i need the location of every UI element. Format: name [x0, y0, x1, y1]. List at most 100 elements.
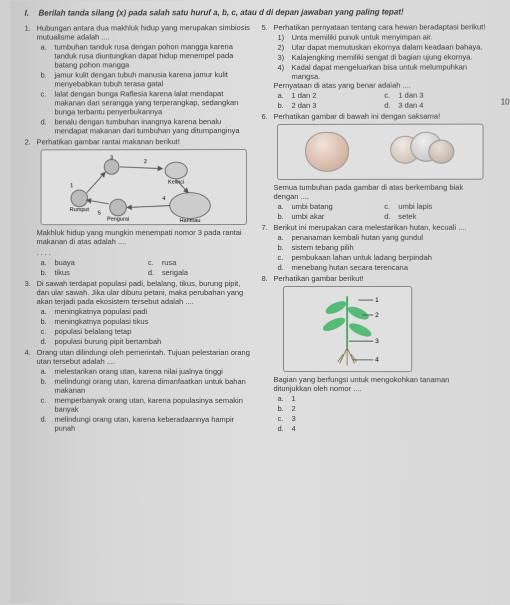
q4-text: Orang utan dilindungi oleh pemerintah. T… [37, 348, 250, 366]
fig-num: 3 [110, 155, 113, 161]
opt-letter: c. [277, 414, 291, 423]
columns: 1. Hubungan antara dua makhluk hidup yan… [25, 22, 503, 435]
q7-number: 7. [261, 223, 273, 272]
q1-opt-d: benalu dengan tumbuhan inangnya karena b… [54, 117, 251, 135]
q5-number: 5. [261, 23, 273, 110]
item-num: 3) [277, 53, 291, 62]
question-6: 6. Perhatikan gambar di bawah ini dengan… [261, 112, 487, 221]
q2-number: 2. [25, 137, 37, 277]
q6-opt-c: umbi lapis [398, 202, 432, 211]
q5-opt-c: 1 dan 3 [398, 91, 423, 100]
fig-label: Harimau [180, 218, 201, 224]
q6-after: Semua tumbuhan pada gambar di atas berke… [273, 183, 463, 201]
fig-label: Rumput [70, 207, 90, 213]
onion-icon [305, 132, 349, 172]
fig-num: 1 [70, 183, 73, 189]
opt-letter: b. [41, 71, 55, 89]
q5-opt-b: 2 dan 3 [291, 101, 316, 110]
q3-opt-b: meningkatnya populasi tikus [54, 317, 251, 326]
q4-number: 4. [25, 348, 37, 433]
item-num: 1) [277, 33, 291, 42]
q1-opt-a: tumbuhan tanduk rusa dengan pohon mangga… [54, 42, 251, 69]
q4-opt-b: melindungi orang utan, karena dimanfaatk… [54, 377, 251, 395]
right-column: 5. Perhatikan pernyataan tentang cara he… [257, 22, 487, 435]
opt-letter: b. [41, 317, 55, 326]
opt-letter: d. [277, 263, 291, 272]
q8-number: 8. [261, 274, 273, 433]
ellipsis: .... [37, 248, 53, 257]
opt-letter: d. [384, 101, 398, 110]
opt-letter: a. [41, 43, 55, 70]
q2-opt-c: rusa [162, 258, 177, 267]
q6-opt-d: setek [398, 212, 416, 221]
q2-opt-b: tikus [54, 268, 69, 277]
opt-letter: a. [277, 91, 291, 100]
opt-letter: c. [41, 89, 55, 116]
opt-letter: a. [277, 394, 291, 403]
q4-opt-a: melestarikan orang utan, karena nilai ju… [54, 367, 251, 376]
q8-after: Bagian yang berfungsi untuk mengokohkan … [273, 375, 449, 393]
opt-letter: c. [41, 327, 55, 336]
opt-letter: b. [41, 377, 55, 395]
q6-number: 6. [261, 112, 273, 221]
q5-item-1: Unta memiliki punuk untuk menyimpan air. [291, 32, 487, 42]
plant-label-4: 4 [376, 357, 380, 364]
plant-label-2: 2 [376, 312, 380, 319]
opt-letter: d. [41, 415, 55, 433]
opt-letter: a. [277, 233, 291, 242]
q1-opt-b: jamur kulit dengan tubuh manusia karena … [54, 70, 251, 88]
q8-opt-d: 4 [291, 424, 295, 433]
q5-after: Pernyataan di atas yang benar adalah ...… [273, 81, 410, 90]
opt-letter: b. [277, 101, 291, 110]
opt-letter: c. [277, 253, 291, 262]
q8-opt-b: 2 [291, 404, 295, 413]
q7-opt-d: menebang hutan secara terencana [291, 263, 487, 272]
q5-item-4: Kadal dapat mengeluarkan bisa untuk melu… [291, 62, 487, 81]
q3-text: Di sawah terdapat populasi padi, belalan… [37, 279, 244, 306]
q5-opt-d: 3 dan 4 [398, 101, 423, 110]
opt-letter: a. [41, 258, 55, 267]
section-text: Berilah tanda silang (x) pada salah satu… [39, 8, 404, 18]
q7-opt-c: pembukaan lahan untuk ladang berpindah [291, 253, 487, 262]
opt-letter: d. [41, 337, 55, 346]
q3-opt-c: populasi belalang tetap [54, 327, 251, 336]
plant-figure: 1 2 3 4 [283, 286, 411, 372]
opt-letter: c. [384, 91, 398, 100]
opt-letter: d. [41, 117, 55, 135]
opt-letter: b. [277, 404, 291, 413]
q5-text: Perhatikan pernyataan tentang cara hewan… [273, 22, 485, 32]
question-1: 1. Hubungan antara dua makhluk hidup yan… [25, 23, 252, 135]
q8-text: Perhatikan gambar berikut! [273, 274, 363, 283]
garlic-icon [390, 130, 456, 174]
opt-letter: a. [41, 367, 55, 376]
opt-letter: a. [277, 202, 291, 211]
fig-num: 5 [98, 211, 101, 217]
q1-number: 1. [25, 24, 37, 136]
q3-opt-d: populasi burung pipit bertambah [54, 337, 251, 346]
opt-letter: c. [41, 396, 55, 414]
item-num: 4) [277, 63, 291, 81]
q8-opt-c: 3 [291, 414, 295, 423]
q2-opt-d: serigala [162, 268, 188, 277]
plant-label-3: 3 [376, 338, 380, 345]
opt-letter: a. [41, 307, 55, 316]
q7-text: Berikut ini merupakan cara melestarikan … [273, 223, 466, 232]
q5-item-2: Ular dapat memutuskan ekornya dalam kead… [291, 42, 487, 52]
opt-letter: b. [41, 268, 55, 277]
question-3: 3. Di sawah terdapat populasi padi, bela… [25, 279, 252, 346]
question-5: 5. Perhatikan pernyataan tentang cara he… [261, 22, 487, 110]
question-8: 8. Perhatikan gambar berikut! 1 2 [261, 274, 487, 433]
item-num: 2) [277, 43, 291, 52]
q3-opt-a: meningkatnya populasi padi [54, 307, 251, 316]
question-4: 4. Orang utan dilindungi oleh pemerintah… [25, 348, 252, 433]
onion-figure [277, 124, 483, 180]
q2-after: Makhluk hidup yang mungkin menempati nom… [37, 228, 242, 246]
q4-opt-c: memperbanyak orang utan, karena populasi… [54, 396, 251, 414]
opt-letter: b. [277, 212, 291, 221]
question-7: 7. Berikut ini merupakan cara melestarik… [261, 223, 487, 272]
q6-opt-a: umbi batang [291, 202, 332, 211]
q1-opt-c: lalat dengan bunga Raflesia karena lalat… [54, 89, 251, 116]
opt-letter: c. [384, 202, 398, 211]
fig-label: Pengurai [107, 216, 129, 222]
opt-letter: c. [148, 258, 162, 267]
